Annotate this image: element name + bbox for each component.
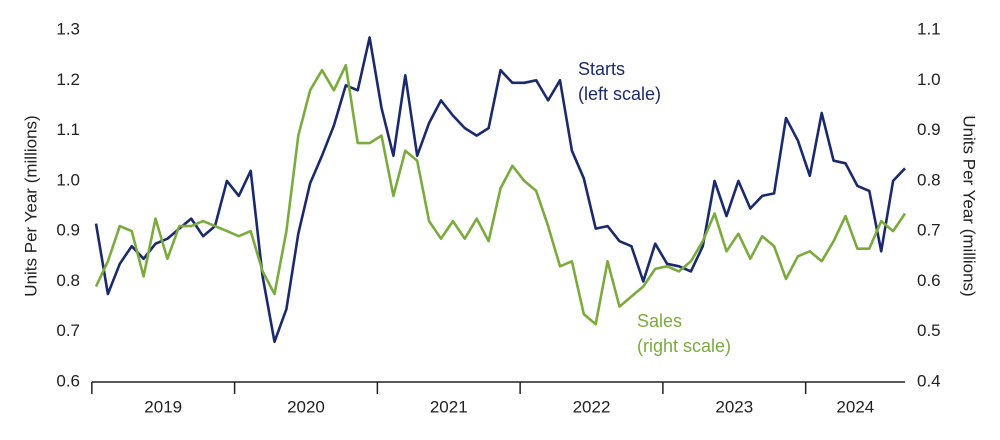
y2-tick-label: 0.4	[917, 371, 941, 390]
y-tick-label: 0.7	[56, 321, 80, 340]
series-line	[94, 63, 907, 326]
annotation: Sales	[637, 311, 682, 331]
x-tick-label: 2021	[430, 397, 468, 416]
y2-tick-label: 0.9	[917, 120, 941, 139]
y2-tick-label: 1.0	[917, 70, 941, 89]
y-tick-label: 1.0	[56, 170, 80, 189]
y-tick-label: 1.2	[56, 70, 80, 89]
y2-tick-label: 0.6	[917, 271, 941, 290]
y2-tick-label: 0.7	[917, 221, 941, 240]
y-tick-label: 0.6	[56, 371, 80, 390]
y2-tick-label: 1.1	[917, 19, 941, 38]
y2-tick-label: 0.5	[917, 321, 941, 340]
series-line	[94, 36, 906, 344]
y-tick-label: 0.9	[56, 221, 80, 240]
y-tick-label: 1.3	[56, 19, 80, 38]
y-tick-label: 1.1	[56, 120, 80, 139]
y-tick-label: 0.8	[56, 271, 80, 290]
y2-axis-label: Units Per Year (millions)	[960, 115, 979, 296]
x-tick-label: 2020	[287, 397, 325, 416]
y2-tick-label: 0.8	[917, 170, 941, 189]
x-tick-label: 2019	[144, 397, 182, 416]
x-tick-label: 2023	[715, 397, 753, 416]
annotation: (left scale)	[578, 84, 661, 104]
annotation: (right scale)	[637, 336, 731, 356]
y-axis-label: Units Per Year (millions)	[21, 115, 40, 296]
x-tick-label: 2022	[573, 397, 611, 416]
x-tick-label: 2024	[836, 397, 874, 416]
annotation: Starts	[578, 59, 625, 79]
